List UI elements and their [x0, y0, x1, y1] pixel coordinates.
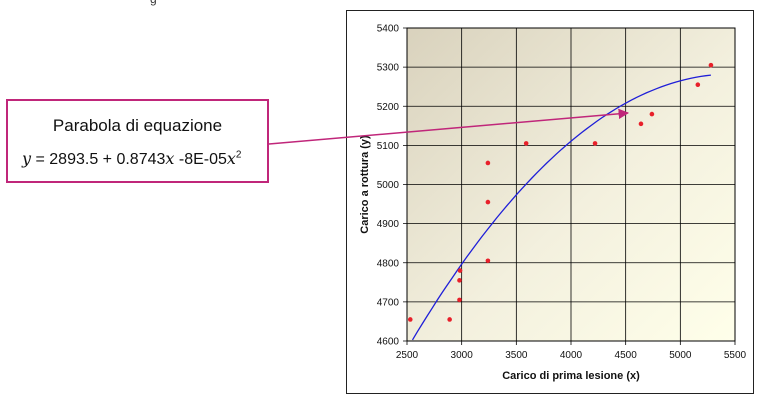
formula-constant: 2893.5: [49, 151, 99, 168]
data-point: [485, 258, 491, 264]
y-tick-label: 5000: [377, 180, 400, 191]
formula-equals: =: [31, 151, 50, 168]
data-point: [457, 297, 462, 303]
top-text-fragment: g: [150, 0, 157, 6]
y-tick-label: 5300: [377, 63, 400, 74]
data-point: [638, 121, 644, 127]
axis-ticks: 2500 3000 3500 4000 4500 5000 5500 4600 4700 4800…: [377, 24, 747, 362]
data-point: [592, 141, 598, 146]
data-point: [708, 62, 714, 68]
x-tick-label: 4000: [560, 350, 583, 361]
data-point: [485, 199, 491, 205]
data-points: [407, 62, 714, 322]
y-tick-label: 5100: [377, 141, 400, 152]
data-point: [523, 141, 529, 146]
y-tick-label: 4900: [377, 219, 400, 230]
y-tick-label: 5200: [377, 102, 400, 113]
x-tick-label: 3000: [451, 350, 474, 361]
y-axis-label: Carico a rottura (y): [359, 135, 371, 234]
y-tick-label: 4600: [377, 337, 400, 348]
formula-quad-term: -8E-05: [174, 151, 227, 168]
x-tick-label: 4500: [615, 350, 638, 361]
data-point: [447, 317, 452, 322]
x-tick-label: 2500: [396, 350, 419, 361]
x-tick-label: 3500: [505, 350, 528, 361]
y-tick-label: 5400: [377, 24, 400, 35]
data-point: [649, 111, 655, 117]
formula-x-var: x: [165, 149, 175, 168]
y-tick-label: 4700: [377, 297, 400, 308]
x-tick-label: 5500: [724, 350, 747, 361]
formula-equation: y = 2893.5 + 0.8743x -8E-05x2: [22, 149, 241, 169]
fit-curve: [411, 74, 711, 341]
y-tick-label: 4800: [377, 258, 400, 269]
data-point: [457, 268, 463, 273]
data-point: [695, 82, 701, 88]
formula-x-var-squared: x: [226, 149, 236, 168]
callout-arrow: [268, 108, 630, 145]
data-point: [407, 317, 413, 322]
formula-title: Parabola di equazione: [52, 116, 223, 135]
formula-plus: +: [98, 151, 117, 168]
data-point: [457, 278, 462, 283]
formula-y-var: y: [22, 149, 32, 168]
data-point: [485, 160, 491, 166]
formula-linear-coef: 0.8743: [116, 151, 166, 168]
x-tick-label: 5000: [669, 350, 692, 361]
x-axis-label: Carico di prima lesione (x): [502, 370, 640, 382]
plot-border: [406, 27, 736, 342]
formula-callout-box: Parabola di equazione y = 2893.5 + 0.874…: [6, 99, 269, 183]
formula-exponent: 2: [235, 149, 242, 161]
